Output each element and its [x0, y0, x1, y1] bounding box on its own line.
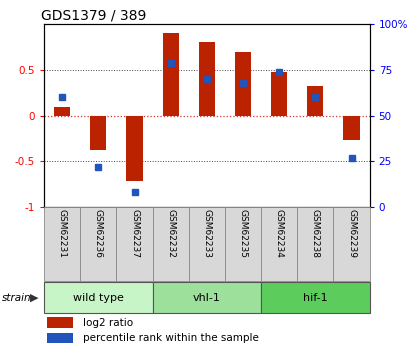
- Bar: [54, 107, 70, 116]
- Text: wild type: wild type: [73, 293, 124, 303]
- Bar: [163, 33, 179, 116]
- Bar: [333, 207, 370, 281]
- Text: ▶: ▶: [30, 293, 39, 303]
- Text: GSM62231: GSM62231: [58, 209, 67, 258]
- Text: hif-1: hif-1: [303, 293, 328, 303]
- Text: GSM62233: GSM62233: [202, 209, 211, 258]
- Bar: [344, 116, 360, 140]
- Bar: [116, 207, 152, 281]
- Text: GSM62232: GSM62232: [166, 209, 175, 258]
- Bar: [44, 207, 80, 281]
- Bar: [44, 282, 152, 313]
- Bar: [47, 317, 74, 328]
- Bar: [199, 42, 215, 116]
- Bar: [47, 333, 74, 344]
- Bar: [271, 72, 287, 116]
- Bar: [126, 116, 143, 181]
- Text: GSM62238: GSM62238: [311, 209, 320, 258]
- Bar: [307, 86, 323, 116]
- Bar: [90, 116, 107, 150]
- Bar: [261, 207, 297, 281]
- Bar: [152, 282, 261, 313]
- Text: GSM62236: GSM62236: [94, 209, 103, 258]
- Bar: [235, 51, 251, 116]
- Bar: [225, 207, 261, 281]
- Text: percentile rank within the sample: percentile rank within the sample: [83, 333, 259, 343]
- Text: log2 ratio: log2 ratio: [83, 318, 133, 328]
- Text: GSM62235: GSM62235: [239, 209, 247, 258]
- Text: GDS1379 / 389: GDS1379 / 389: [41, 9, 146, 23]
- Bar: [189, 207, 225, 281]
- Bar: [152, 207, 189, 281]
- Bar: [261, 282, 370, 313]
- Bar: [297, 207, 333, 281]
- Text: vhl-1: vhl-1: [193, 293, 221, 303]
- Text: GSM62237: GSM62237: [130, 209, 139, 258]
- Text: strain: strain: [2, 293, 32, 303]
- Text: GSM62239: GSM62239: [347, 209, 356, 258]
- Text: GSM62234: GSM62234: [275, 209, 284, 258]
- Bar: [80, 207, 116, 281]
